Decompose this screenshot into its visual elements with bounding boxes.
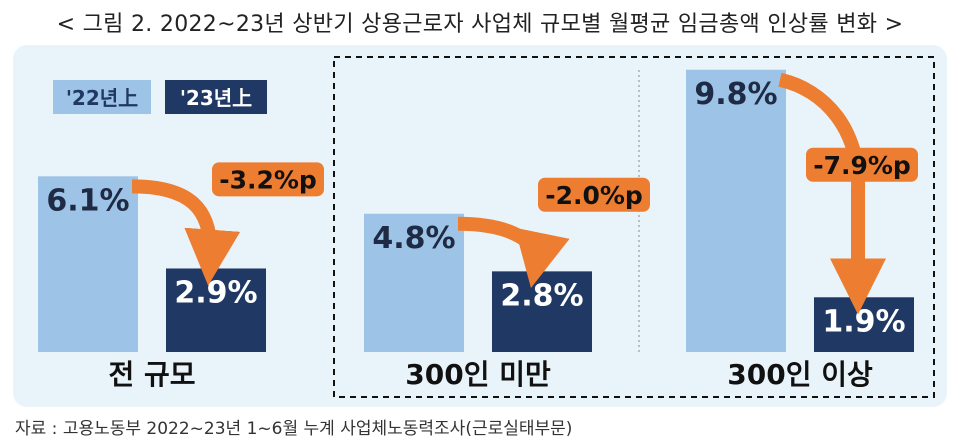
- bar-series: 6.1% 2.9% 4.8% 2.8% 9.8% 1.9%: [38, 69, 914, 352]
- category-label-1: 300인 미만: [405, 358, 551, 391]
- data-label-2023-2: 1.9%: [822, 304, 905, 339]
- legend-swatch-2022: [53, 80, 151, 114]
- page-title: < 그림 2. 2022~23년 상반기 상용근로자 사업체 규모별 월평균 임…: [56, 12, 904, 37]
- legend-label-2023: '23년上: [180, 86, 252, 110]
- data-label-2022-1: 4.8%: [372, 221, 455, 256]
- legend-swatch-2023: [165, 80, 267, 114]
- legend: '22년上 '23년上: [53, 80, 267, 114]
- data-label-2023-0: 2.9%: [174, 275, 257, 310]
- bar-2022-0: [38, 176, 138, 352]
- data-label-2022-2: 9.8%: [694, 77, 777, 112]
- legend-label-2022: '22년上: [66, 86, 138, 110]
- category-labels: 전 규모 300인 미만 300인 이상: [108, 358, 872, 391]
- change-label-1: -2.0%p: [545, 181, 643, 210]
- change-box-1: [538, 177, 650, 212]
- data-label-2022-0: 6.1%: [46, 183, 129, 218]
- data-label-2023-1: 2.8%: [500, 278, 583, 313]
- change-label-2: -7.9%p: [813, 151, 911, 180]
- change-arrow-1: [457, 216, 570, 289]
- change-box-0: [212, 162, 324, 197]
- change-label-0: -3.2%p: [219, 165, 317, 194]
- category-label-0: 전 규모: [108, 358, 195, 391]
- bar-2022-2: [686, 69, 786, 352]
- change-arrow-0: [131, 179, 241, 286]
- group-dashed-box: [333, 56, 935, 398]
- change-arrow-2: [778, 72, 886, 315]
- change-arrows: -3.2%p -2.0%p -7.9%p: [131, 72, 918, 315]
- bar-2022-1: [364, 213, 464, 352]
- source-note: 자료 : 고용노동부 2022~23년 1~6월 누계 사업체노동력조사(근로실…: [15, 419, 573, 439]
- category-label-2: 300인 이상: [727, 358, 873, 391]
- change-box-2: [806, 147, 918, 182]
